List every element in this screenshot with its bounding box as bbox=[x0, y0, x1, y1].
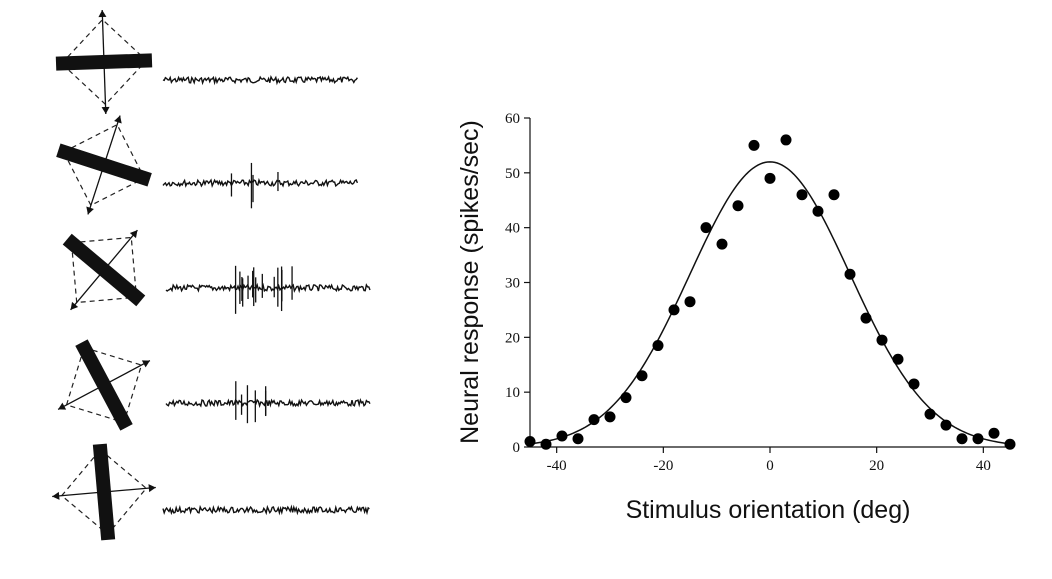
data-point bbox=[972, 433, 984, 445]
data-point bbox=[748, 139, 760, 151]
data-point bbox=[636, 370, 648, 382]
data-point bbox=[732, 200, 744, 212]
data-point bbox=[764, 172, 776, 184]
spike-trace-baseline bbox=[165, 397, 371, 409]
data-point bbox=[828, 189, 840, 201]
data-point bbox=[668, 304, 680, 316]
y-tick-label: 0 bbox=[513, 440, 521, 456]
x-tick-label: -40 bbox=[547, 458, 567, 474]
y-tick-label: 60 bbox=[505, 111, 520, 127]
data-point bbox=[604, 411, 616, 423]
spike-trace-baseline bbox=[162, 177, 359, 189]
x-tick-label: 0 bbox=[766, 458, 774, 474]
data-point bbox=[588, 414, 600, 426]
data-point bbox=[700, 222, 712, 234]
data-point bbox=[844, 268, 856, 280]
data-point bbox=[540, 438, 552, 450]
stimulus-row bbox=[56, 115, 359, 215]
stimulus-row bbox=[62, 229, 371, 314]
stimulus-row bbox=[55, 10, 358, 114]
bar-stimulus-icon bbox=[62, 233, 146, 307]
stimulus-row bbox=[52, 443, 370, 541]
data-point bbox=[940, 419, 952, 431]
data-point bbox=[876, 334, 888, 346]
data-point bbox=[620, 392, 632, 404]
data-point bbox=[956, 433, 968, 445]
x-tick-label: -20 bbox=[653, 458, 673, 474]
spike-trace-baseline bbox=[162, 504, 370, 516]
data-points-layer bbox=[524, 134, 1016, 450]
fit-curve-layer bbox=[529, 161, 1011, 445]
data-point bbox=[812, 205, 824, 217]
x-tick-label: 20 bbox=[869, 458, 884, 474]
x-axis-title: Stimulus orientation (deg) bbox=[626, 496, 911, 524]
spike-trace-baseline bbox=[162, 74, 358, 86]
bar-stimulus-icon bbox=[56, 143, 152, 187]
y-tick-label: 30 bbox=[505, 276, 520, 292]
bar-stimulus-icon bbox=[75, 339, 133, 431]
data-point bbox=[556, 430, 568, 442]
data-point bbox=[572, 433, 584, 445]
data-point bbox=[892, 353, 904, 365]
gaussian-fit-curve bbox=[529, 161, 1011, 445]
bar-stimulus-icon bbox=[92, 443, 116, 541]
chart-axes: 0 10 20 30 40 50 60 -40 -20 0 20 40 bbox=[505, 111, 1010, 474]
receptive-field-icon bbox=[60, 448, 148, 536]
data-point bbox=[652, 340, 664, 352]
y-tick-label: 10 bbox=[505, 385, 520, 401]
bar-stimulus-icon bbox=[55, 53, 153, 71]
data-point bbox=[796, 189, 808, 201]
data-point bbox=[988, 427, 1000, 439]
data-point bbox=[716, 238, 728, 250]
spike-trace-baseline bbox=[165, 282, 371, 294]
y-axis-title: Neural response (spikes/sec) bbox=[456, 120, 484, 444]
data-point bbox=[684, 296, 696, 308]
data-point bbox=[780, 134, 792, 146]
y-tick-label: 50 bbox=[505, 166, 520, 182]
receptive-field-icon bbox=[60, 18, 148, 106]
y-tick-label: 40 bbox=[505, 221, 520, 237]
data-point bbox=[524, 436, 536, 448]
data-point bbox=[1004, 438, 1016, 450]
y-tick-label: 20 bbox=[505, 330, 520, 346]
data-point bbox=[860, 312, 872, 324]
data-point bbox=[924, 408, 936, 420]
x-tick-label: 40 bbox=[976, 458, 991, 474]
data-point bbox=[908, 378, 920, 390]
